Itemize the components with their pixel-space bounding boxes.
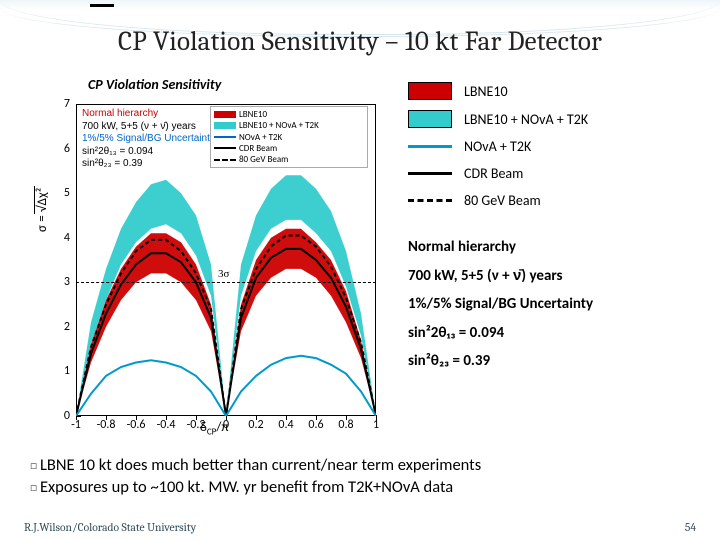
annot-hierarchy: Normal hierarchy <box>82 108 215 121</box>
ytick-label: 7 <box>56 97 70 111</box>
chart-column: CP Violation Sensitivity σ = √Δχ² δCP/π … <box>10 70 400 450</box>
title-minus-accent <box>90 4 114 7</box>
chart-annotation: Normal hierarchy 700 kW, 5+5 (ν + ν̄) ye… <box>82 108 215 171</box>
footer: R.J.Wilson/Colorado State University 54 <box>24 521 696 534</box>
xtick-label: 0.2 <box>241 418 271 432</box>
xtick-label: 0.4 <box>271 418 301 432</box>
param-block: Normal hierarchy 700 kW, 5+5 (ν + ν̄) ye… <box>408 233 700 376</box>
big-legend-item: 80 GeV Beam <box>408 192 700 209</box>
xtick-mark <box>376 415 377 420</box>
param-uncertainty: 1%/5% Signal/BG Uncertainty <box>408 290 700 319</box>
big-legend-item: LBNE10 + NOvA + T2K <box>408 110 700 128</box>
ytick-label: 3 <box>56 275 70 289</box>
param-theta23: sin²θ₂₃ = 0.39 <box>408 347 700 376</box>
xtick-label: -0.2 <box>181 418 211 432</box>
ytick-label: 2 <box>56 320 70 334</box>
mini-legend: LBNE10LBNE10 + NOvA + T2KNOvA + T2KCDR B… <box>210 106 368 168</box>
big-legend: LBNE10 LBNE10 + NOvA + T2K NOvA + T2K CDR B… <box>408 82 700 209</box>
page-number: 54 <box>685 521 696 534</box>
ytick-label: 6 <box>56 142 70 156</box>
annot-uncertainty: 1%/5% Signal/BG Uncertainty <box>82 133 215 146</box>
y-axis-label: σ = √Δχ² <box>34 186 50 232</box>
param-theta13: sin²2θ₁₃ = 0.094 <box>408 319 700 348</box>
big-legend-item: LBNE10 <box>408 82 700 100</box>
xtick-label: -0.8 <box>91 418 121 432</box>
annot-exposure: 700 kW, 5+5 (ν + ν̄) years <box>82 121 215 134</box>
mini-legend-item: 80 GeV Beam <box>214 154 364 165</box>
annot-theta23: sin²θ₂₃ = 0.39 <box>82 158 215 171</box>
big-legend-item: CDR Beam <box>408 165 700 182</box>
xtick-label: 0.8 <box>331 418 361 432</box>
bullet-list: LBNE 10 kt does much better than current… <box>30 454 690 499</box>
ytick-label: 5 <box>56 186 70 200</box>
three-sigma-line <box>76 282 376 283</box>
content-row: CP Violation Sensitivity σ = √Δχ² δCP/π … <box>0 70 720 450</box>
mini-legend-item: LBNE10 + NOvA + T2K <box>214 120 364 131</box>
mini-legend-item: NOvA + T2K <box>214 132 364 143</box>
footer-author: R.J.Wilson/Colorado State University <box>24 521 196 534</box>
three-sigma-label: 3σ <box>218 268 229 280</box>
chart-title: CP Violation Sensitivity <box>88 76 221 93</box>
line-nova-t2k <box>76 356 376 416</box>
mini-legend-item: CDR Beam <box>214 143 364 154</box>
ytick-label: 4 <box>56 231 70 245</box>
mini-legend-item: LBNE10 <box>214 109 364 120</box>
annot-theta13: sin²2θ₁₃ = 0.094 <box>82 146 215 159</box>
legend-column: LBNE10 LBNE10 + NOvA + T2K NOvA + T2K CDR B… <box>400 70 700 450</box>
xtick-label: 0.6 <box>301 418 331 432</box>
param-hierarchy: Normal hierarchy <box>408 233 700 262</box>
bullet-2: Exposures up to ~100 kt. MW. yr benefit … <box>30 476 690 498</box>
param-exposure: 700 kW, 5+5 (ν + ν̄) years <box>408 262 700 291</box>
big-legend-item: NOvA + T2K <box>408 138 700 155</box>
xtick-label: -0.6 <box>121 418 151 432</box>
xtick-label: 1 <box>361 418 391 432</box>
xtick-label: -0.4 <box>151 418 181 432</box>
xtick-label: -1 <box>61 418 91 432</box>
xtick-label: 0 <box>211 418 241 432</box>
bullet-1: LBNE 10 kt does much better than current… <box>30 454 690 476</box>
slide-title: CP Violation Sensitivity – 10 kt Far Det… <box>0 26 720 57</box>
ytick-label: 1 <box>56 364 70 378</box>
